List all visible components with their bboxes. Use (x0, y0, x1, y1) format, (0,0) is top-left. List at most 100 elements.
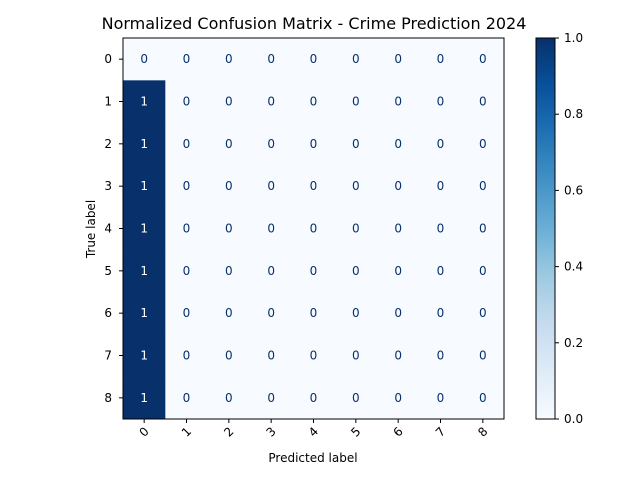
heatmap-cell (292, 334, 335, 377)
heatmap-cell (165, 38, 208, 81)
chart-title: Normalized Confusion Matrix - Crime Pred… (102, 14, 527, 33)
heatmap-cell (207, 249, 251, 293)
heatmap-cell (419, 292, 462, 335)
heatmap-cell (207, 38, 251, 81)
heatmap-cell (334, 334, 378, 377)
cell-value-label: 0 (479, 349, 487, 363)
cell-value-label: 0 (310, 179, 318, 193)
x-tick-label: 7 (433, 424, 448, 439)
heatmap-cell (165, 292, 208, 335)
cell-value-label: 0 (225, 137, 233, 151)
y-tick-label: 5 (104, 264, 112, 278)
heatmap-cell (250, 165, 293, 208)
heatmap-cell (419, 38, 462, 81)
cell-value-label: 1 (140, 349, 148, 363)
heatmap-cell (165, 165, 208, 208)
cell-value-label: 0 (352, 52, 360, 66)
heatmap-cell (123, 207, 166, 250)
cell-value-label: 0 (479, 222, 487, 236)
cell-value-label: 0 (479, 391, 487, 405)
heatmap-cell (165, 334, 208, 377)
heatmap-cell (123, 334, 166, 377)
heatmap-cell (123, 38, 166, 81)
heatmap-cell (292, 376, 335, 420)
heatmap-cell (461, 249, 505, 293)
cell-value-label: 0 (437, 95, 445, 109)
heatmap-cell (292, 207, 335, 250)
cell-value-label: 0 (352, 349, 360, 363)
heatmap-cell (207, 292, 251, 335)
heatmap-cell (334, 122, 378, 166)
heatmap-cell (377, 207, 420, 250)
heatmap-cell (207, 122, 251, 166)
heatmap-cell (334, 249, 378, 293)
heatmap-cell (377, 80, 420, 123)
heatmap-cell (461, 292, 505, 335)
heatmap-cell (461, 376, 505, 420)
cell-value-label: 0 (267, 179, 275, 193)
cell-value-label: 0 (437, 52, 445, 66)
cell-value-label: 0 (183, 391, 191, 405)
heatmap-cell (207, 207, 251, 250)
heatmap-cell (334, 376, 378, 420)
cell-value-label: 0 (479, 179, 487, 193)
cell-value-label: 0 (310, 391, 318, 405)
cell-value-label: 0 (183, 222, 191, 236)
cell-value-label: 0 (352, 222, 360, 236)
heatmap-cell (419, 376, 462, 420)
cell-value-label: 0 (310, 264, 318, 278)
heatmap-cell (123, 80, 166, 123)
heatmap-cell (419, 122, 462, 166)
heatmap-cell (165, 249, 208, 293)
y-tick-label: 7 (104, 349, 112, 363)
heatmap-cell (419, 334, 462, 377)
heatmap-cell (419, 80, 462, 123)
cell-value-label: 0 (225, 222, 233, 236)
heatmap-cell (377, 165, 420, 208)
heatmap-cell (123, 292, 166, 335)
cell-value-label: 0 (394, 264, 402, 278)
x-tick-label: 4 (306, 424, 321, 439)
heatmap-cell (165, 122, 208, 166)
heatmap-cell (377, 292, 420, 335)
cell-value-label: 0 (225, 349, 233, 363)
cell-value-label: 0 (352, 95, 360, 109)
cell-value-label: 0 (437, 137, 445, 151)
heatmap-cell (165, 376, 208, 420)
heatmap-cell (461, 38, 505, 81)
heatmap-cell (292, 38, 335, 81)
cell-value-label: 0 (394, 179, 402, 193)
y-tick-label: 0 (104, 52, 112, 66)
heatmap-cell (461, 80, 505, 123)
cell-value-label: 0 (183, 95, 191, 109)
cell-value-label: 1 (140, 391, 148, 405)
cell-value-label: 0 (267, 137, 275, 151)
cell-value-label: 0 (310, 349, 318, 363)
cell-value-label: 0 (352, 264, 360, 278)
cell-value-label: 0 (225, 391, 233, 405)
heatmap-cell (461, 334, 505, 377)
cell-value-label: 0 (267, 222, 275, 236)
heatmap-cell (250, 80, 293, 123)
x-axis-label: Predicted label (268, 451, 357, 465)
cell-value-label: 0 (394, 222, 402, 236)
heatmap-cell (207, 376, 251, 420)
y-tick-label: 2 (104, 137, 112, 151)
cell-value-label: 0 (479, 137, 487, 151)
heatmap-cell-labels: 0 0 0 0 0 0 0 0 0 1 0 0 0 0 0 0 0 0 1 0 0 0 0 0 0 0 0 1 0 0 0 0 0 0 0 0 1 0 0 0… (140, 52, 486, 405)
cell-value-label: 0 (183, 264, 191, 278)
heatmap-cell (377, 249, 420, 293)
colorbar-tick-label: 1.0 (564, 31, 583, 45)
heatmap-cell (419, 249, 462, 293)
cell-value-label: 0 (437, 349, 445, 363)
colorbar-tick-label: 0.6 (564, 183, 583, 197)
y-axis-label: True label (84, 200, 98, 259)
heatmap-cell (334, 207, 378, 250)
heatmap-cell (123, 165, 166, 208)
cell-value-label: 1 (140, 264, 148, 278)
cell-value-label: 0 (267, 306, 275, 320)
heatmap-cell (123, 249, 166, 293)
cell-value-label: 1 (140, 179, 148, 193)
x-axis-ticks: 0 1 2 3 4 5 6 7 8 (137, 419, 490, 440)
cell-value-label: 0 (267, 391, 275, 405)
